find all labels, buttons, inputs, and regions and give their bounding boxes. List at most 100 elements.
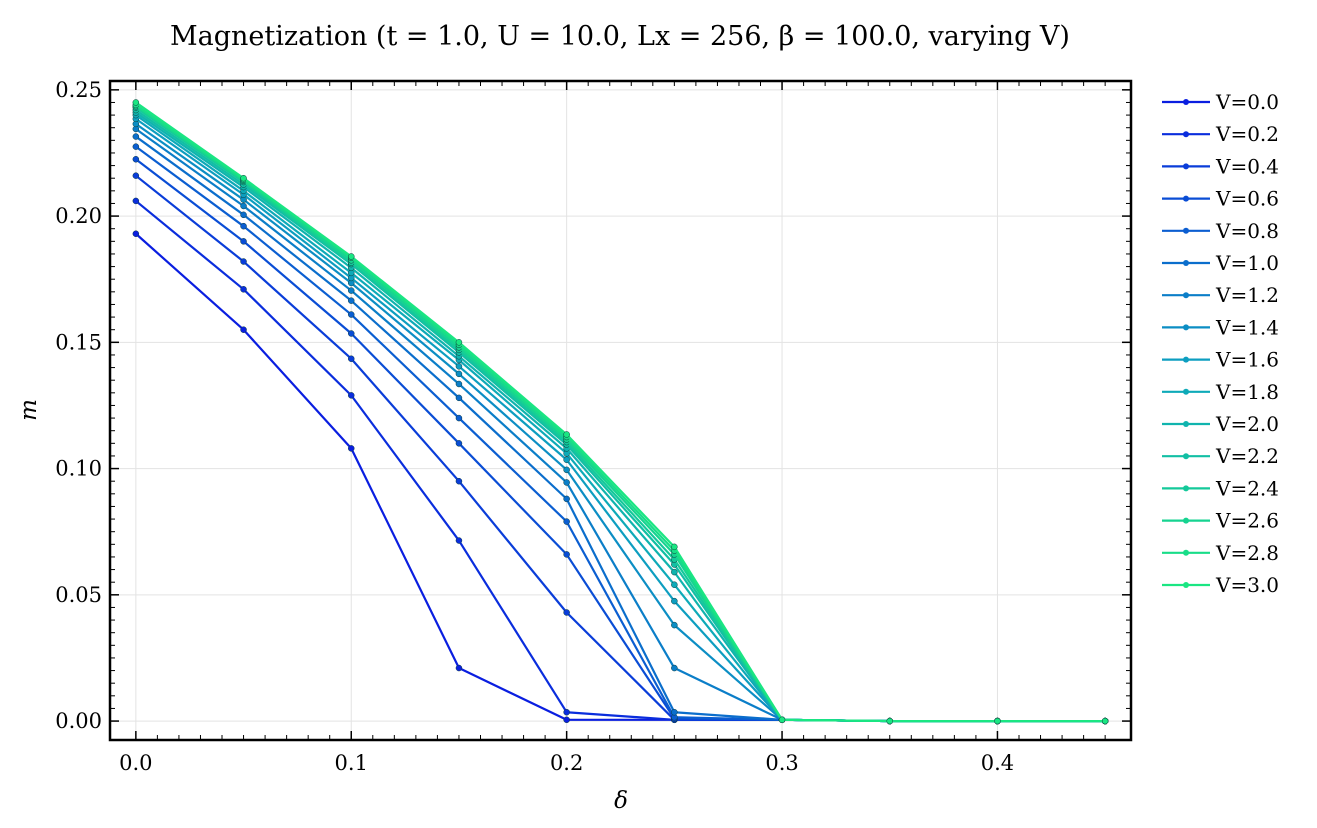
- data-point: [240, 286, 247, 293]
- legend-label: V=0.4: [1215, 154, 1279, 178]
- series-layer: [132, 99, 1109, 725]
- legend-label: V=0.8: [1215, 219, 1279, 243]
- data-point: [994, 717, 1001, 725]
- data-point: [347, 330, 355, 337]
- data-point: [132, 99, 140, 106]
- legend-entry: V=3.0: [1162, 573, 1279, 597]
- legend-entry: V=0.6: [1162, 187, 1279, 211]
- series-line: [135, 200, 1106, 723]
- data-point: [671, 581, 678, 588]
- x-tick-label: 0.1: [335, 751, 368, 775]
- legend-entry: V=1.2: [1162, 283, 1279, 307]
- y-tick-label: 0.25: [55, 78, 102, 102]
- series-line: [135, 104, 1106, 723]
- legend-label: V=0.2: [1215, 122, 1279, 146]
- plot-frame: [108, 79, 1133, 742]
- data-point: [563, 495, 570, 503]
- data-point: [455, 664, 463, 672]
- y-axis-label: m: [16, 399, 42, 421]
- legend-entry: V=1.6: [1162, 348, 1279, 372]
- data-point: [563, 609, 570, 616]
- data-point: [455, 394, 463, 402]
- x-tick-label: 0.0: [119, 751, 152, 775]
- legend: V=0.0 V=0.2 V=0.4 V=0.6 V=0.8 V=1.0 V=1.2 V=1.4…: [1162, 90, 1279, 597]
- legend-swatch-marker: [1183, 517, 1189, 524]
- legend-swatch-marker: [1183, 292, 1189, 299]
- legend-entry: V=2.2: [1162, 444, 1279, 468]
- legend-swatch-marker: [1183, 421, 1189, 427]
- series-line: [135, 232, 1106, 723]
- series-V-2.4: [132, 104, 1109, 725]
- data-point: [563, 518, 570, 525]
- series-V-0.2: [132, 197, 1109, 725]
- y-tick-label: 0.20: [55, 204, 102, 228]
- series-V-0.6: [132, 156, 1109, 725]
- data-point: [455, 477, 463, 485]
- data-point: [563, 708, 570, 716]
- series-line: [135, 105, 1106, 723]
- data-point: [240, 174, 247, 182]
- x-tick-label: 0.3: [765, 751, 798, 775]
- data-point: [671, 664, 678, 672]
- y-tick-label: 0.00: [55, 709, 102, 733]
- series-line: [135, 109, 1106, 723]
- legend-swatch-marker: [1183, 549, 1189, 556]
- data-point: [455, 414, 463, 422]
- data-point: [240, 258, 247, 265]
- y-tick-label: 0.15: [55, 330, 102, 354]
- data-point: [455, 537, 463, 544]
- legend-entry: V=1.4: [1162, 315, 1279, 339]
- legend-swatch-marker: [1183, 131, 1189, 138]
- chart-title: Magnetization (t = 1.0, U = 10.0, Lx = 2…: [170, 21, 1070, 52]
- data-point: [563, 716, 570, 724]
- data-point: [1101, 717, 1109, 725]
- data-point: [132, 230, 140, 238]
- legend-label: V=2.4: [1215, 476, 1279, 500]
- legend-entry: V=0.2: [1162, 122, 1279, 146]
- data-point: [132, 143, 140, 150]
- legend-label: V=0.6: [1215, 187, 1279, 211]
- legend-entry: V=0.8: [1162, 219, 1279, 243]
- legend-swatch-marker: [1183, 485, 1189, 492]
- grid-layer: [110, 81, 1131, 740]
- legend-swatch-marker: [1183, 453, 1189, 460]
- legend-swatch-marker: [1183, 99, 1189, 105]
- data-point: [455, 339, 463, 346]
- legend-swatch-marker: [1183, 195, 1189, 202]
- legend-label: V=0.0: [1215, 90, 1279, 114]
- data-point: [563, 479, 570, 486]
- data-point: [671, 568, 678, 576]
- legend-swatch-marker: [1183, 260, 1189, 266]
- y-tick-label: 0.05: [55, 583, 102, 607]
- data-point: [347, 297, 355, 304]
- legend-entry: V=2.4: [1162, 476, 1279, 500]
- legend-label: V=2.6: [1215, 509, 1279, 533]
- legend-label: V=2.8: [1215, 541, 1279, 565]
- legend-label: V=1.0: [1215, 251, 1279, 275]
- tick-layer: 0.0 0.1 0.2 0.3 0.4 0.00 0.05 0.10 0.15 0.20 0.25: [55, 78, 1131, 775]
- x-tick-label: 0.4: [981, 751, 1014, 775]
- data-point: [347, 311, 355, 318]
- data-point: [563, 466, 570, 474]
- series-V-2.0: [132, 109, 1109, 725]
- data-point: [347, 253, 355, 260]
- legend-label: V=1.6: [1215, 348, 1279, 372]
- data-point: [671, 708, 678, 716]
- data-point: [132, 172, 140, 179]
- data-point: [455, 380, 463, 388]
- legend-label: V=2.0: [1215, 412, 1279, 436]
- legend-entry: V=0.4: [1162, 154, 1279, 178]
- data-point: [455, 440, 463, 447]
- data-point: [240, 238, 247, 245]
- data-point: [240, 222, 247, 230]
- data-point: [240, 202, 247, 210]
- legend-entry: V=2.6: [1162, 509, 1279, 533]
- legend-entry: V=1.0: [1162, 251, 1279, 275]
- series-V-3.0: [132, 99, 1109, 725]
- series-V-0.0: [132, 230, 1109, 725]
- series-line: [135, 101, 1106, 723]
- legend-label: V=1.8: [1215, 380, 1279, 404]
- legend-swatch-marker: [1183, 356, 1189, 363]
- x-axis-label: δ: [614, 788, 628, 814]
